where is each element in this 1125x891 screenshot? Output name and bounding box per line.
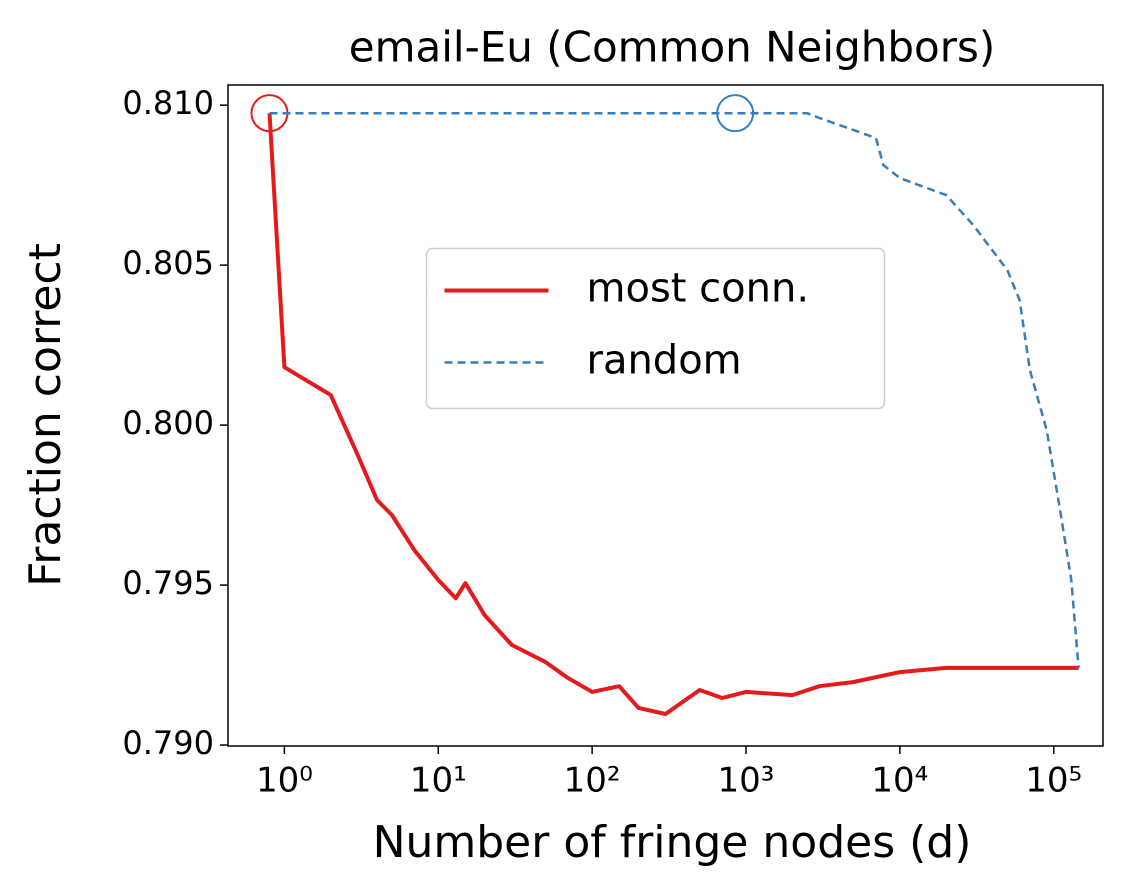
y-tick-label: 0.790 [122, 724, 214, 762]
y-tick-label: 0.800 [122, 404, 214, 442]
chart-title: email-Eu (Common Neighbors) [349, 23, 996, 72]
plot-frame [227, 84, 1104, 747]
highlight-marker [716, 94, 755, 133]
y-tick-label: 0.805 [122, 244, 214, 282]
y-axis-label: Fraction correct [20, 243, 71, 587]
x-axis-label: Number of fringe nodes (d) [373, 817, 972, 868]
x-tick-label: 10⁵ [1025, 761, 1082, 801]
x-tick-label: 10³ [718, 761, 775, 801]
y-tick-label: 0.795 [122, 564, 214, 602]
legend-label: most conn. [587, 266, 810, 312]
legend-label: random [587, 338, 742, 384]
x-tick-label: 10¹ [410, 761, 467, 801]
x-tick-label: 10⁴ [871, 761, 928, 801]
line-series [269, 111, 1080, 669]
x-tick-label: 10⁰ [256, 761, 313, 801]
line-series [267, 113, 1079, 716]
x-tick-label: 10² [564, 761, 621, 801]
y-tick-label: 0.810 [122, 84, 214, 122]
